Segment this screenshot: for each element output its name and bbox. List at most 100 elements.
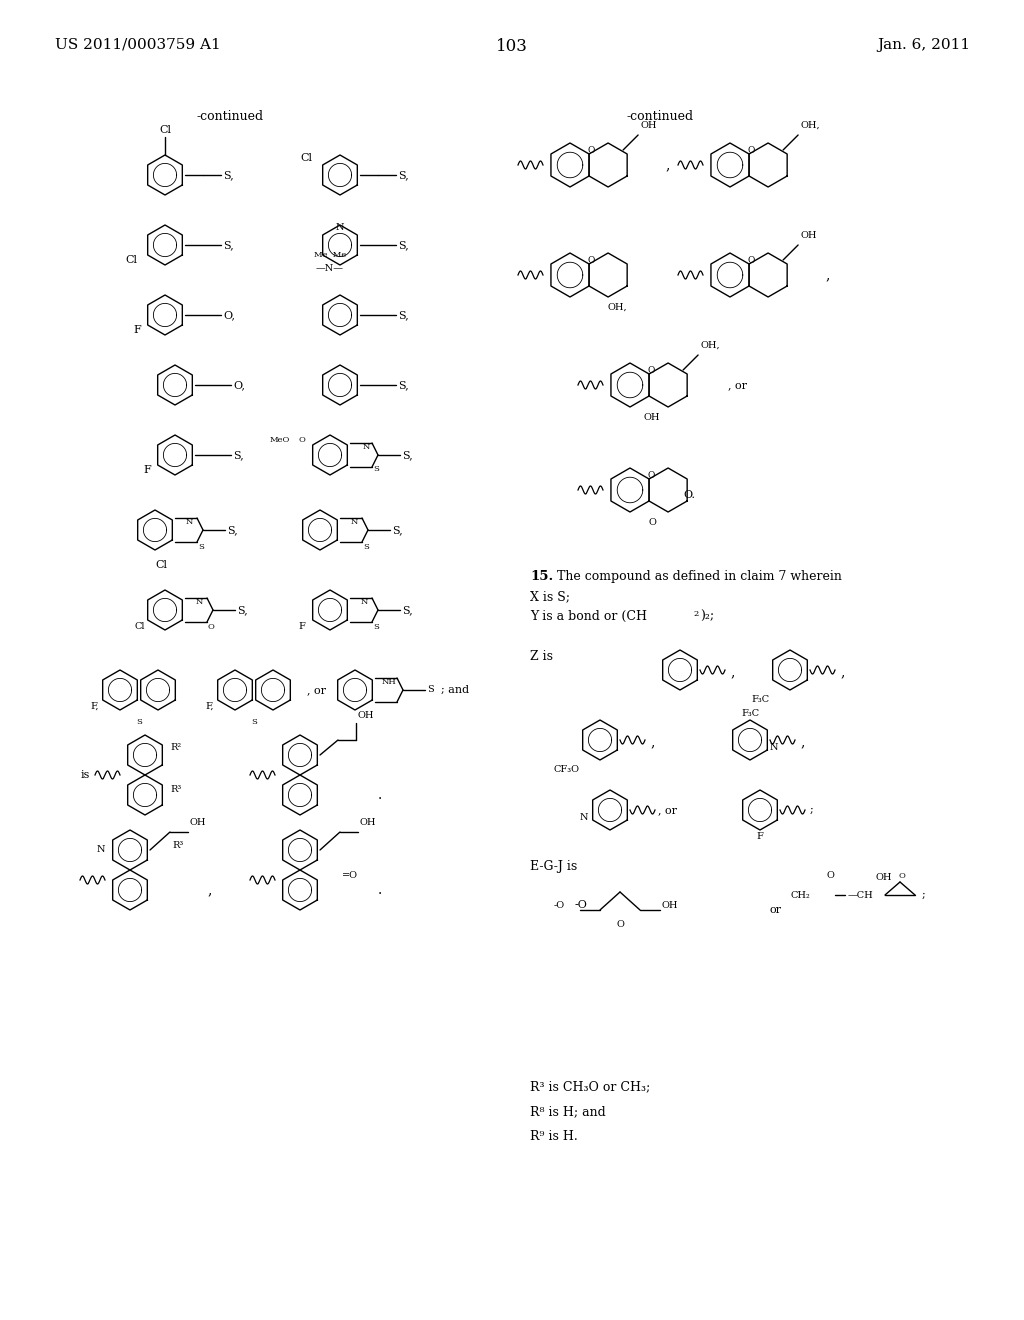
Text: =O: =O bbox=[342, 870, 358, 879]
Text: ,: , bbox=[730, 665, 734, 678]
Text: O: O bbox=[648, 517, 656, 527]
Text: N: N bbox=[96, 846, 105, 854]
Text: N: N bbox=[336, 223, 344, 231]
Text: 15.: 15. bbox=[530, 570, 553, 583]
Text: , or: , or bbox=[728, 380, 748, 389]
Text: Z is: Z is bbox=[530, 649, 553, 663]
Text: or: or bbox=[770, 906, 782, 915]
Text: MeO: MeO bbox=[269, 436, 290, 444]
Text: F,: F, bbox=[206, 702, 214, 711]
Text: ,: , bbox=[826, 268, 830, 282]
Text: -O: -O bbox=[554, 900, 565, 909]
Text: F₃C: F₃C bbox=[741, 709, 759, 718]
Text: Cl: Cl bbox=[300, 153, 312, 162]
Text: Cl: Cl bbox=[125, 255, 137, 265]
Text: S,: S, bbox=[227, 525, 238, 535]
Text: N: N bbox=[770, 743, 778, 752]
Text: S: S bbox=[364, 543, 369, 550]
Text: O: O bbox=[588, 256, 595, 264]
Text: F: F bbox=[299, 622, 305, 631]
Text: 2: 2 bbox=[693, 610, 698, 618]
Text: S: S bbox=[373, 465, 379, 473]
Text: Jan. 6, 2011: Jan. 6, 2011 bbox=[877, 38, 970, 51]
Text: Cl: Cl bbox=[135, 622, 145, 631]
Text: S,: S, bbox=[398, 380, 409, 389]
Text: .: . bbox=[378, 788, 382, 803]
Text: O: O bbox=[647, 366, 654, 375]
Text: E-G-J is: E-G-J is bbox=[530, 861, 578, 873]
Text: O: O bbox=[899, 873, 905, 880]
Text: ;: ; bbox=[810, 805, 814, 814]
Text: R⁸ is H; and: R⁸ is H; and bbox=[530, 1105, 606, 1118]
Text: -O: -O bbox=[575, 900, 588, 909]
Text: O,: O, bbox=[233, 380, 245, 389]
Text: O: O bbox=[748, 256, 755, 264]
Text: R⁹ is H.: R⁹ is H. bbox=[530, 1130, 578, 1143]
Text: ;: ; bbox=[922, 890, 926, 900]
Text: X is S;: X is S; bbox=[530, 590, 570, 603]
Text: CH₂: CH₂ bbox=[791, 891, 810, 899]
Text: Cl: Cl bbox=[159, 125, 171, 135]
Text: OH,: OH, bbox=[607, 304, 627, 312]
Text: —N—: —N— bbox=[316, 264, 344, 273]
Text: OH: OH bbox=[190, 818, 207, 828]
Text: R³: R³ bbox=[172, 842, 183, 850]
Text: OH: OH bbox=[644, 413, 660, 422]
Text: N: N bbox=[360, 598, 368, 606]
Text: .: . bbox=[378, 883, 382, 898]
Text: S,: S, bbox=[233, 450, 244, 459]
Text: F,: F, bbox=[91, 702, 99, 711]
Text: F₃C: F₃C bbox=[752, 696, 770, 704]
Text: OH,: OH, bbox=[800, 121, 820, 129]
Text: -continued: -continued bbox=[627, 110, 693, 123]
Text: S: S bbox=[373, 623, 379, 631]
Text: N: N bbox=[196, 598, 203, 606]
Text: ,: , bbox=[800, 735, 805, 748]
Text: —CH: —CH bbox=[848, 891, 873, 899]
Text: S: S bbox=[136, 718, 142, 726]
Text: R²: R² bbox=[170, 742, 181, 751]
Text: F: F bbox=[133, 325, 141, 335]
Text: ,: , bbox=[666, 158, 671, 172]
Text: S: S bbox=[427, 685, 434, 694]
Text: Me  Me: Me Me bbox=[314, 251, 346, 259]
Text: O.: O. bbox=[683, 490, 695, 500]
Text: OH: OH bbox=[874, 873, 892, 882]
Text: S,: S, bbox=[392, 525, 402, 535]
Text: ; and: ; and bbox=[441, 685, 469, 696]
Text: S,: S, bbox=[398, 170, 409, 180]
Text: 103: 103 bbox=[496, 38, 528, 55]
Text: Cl: Cl bbox=[155, 560, 167, 570]
Text: CF₃O: CF₃O bbox=[554, 766, 580, 774]
Text: OH: OH bbox=[640, 121, 656, 129]
Text: O: O bbox=[298, 436, 305, 444]
Text: OH,: OH, bbox=[700, 341, 720, 350]
Text: S: S bbox=[251, 718, 257, 726]
Text: ,: , bbox=[208, 883, 212, 898]
Text: R³ is CH₃O or CH₃;: R³ is CH₃O or CH₃; bbox=[530, 1080, 650, 1093]
Text: N: N bbox=[185, 517, 193, 525]
Text: )₂;: )₂; bbox=[700, 610, 714, 623]
Text: S,: S, bbox=[402, 450, 413, 459]
Text: S,: S, bbox=[237, 605, 248, 615]
Text: O,: O, bbox=[223, 310, 234, 319]
Text: , or: , or bbox=[658, 805, 677, 814]
Text: ,: , bbox=[840, 665, 845, 678]
Text: O: O bbox=[647, 471, 654, 479]
Text: NH: NH bbox=[382, 678, 396, 686]
Text: F: F bbox=[757, 832, 764, 841]
Text: O: O bbox=[826, 871, 834, 880]
Text: N: N bbox=[350, 517, 357, 525]
Text: O: O bbox=[616, 920, 624, 929]
Text: OH: OH bbox=[800, 231, 816, 240]
Text: F: F bbox=[143, 465, 151, 475]
Text: , or: , or bbox=[307, 685, 326, 696]
Text: O: O bbox=[208, 623, 214, 631]
Text: S,: S, bbox=[223, 170, 233, 180]
Text: The compound as defined in claim 7 wherein: The compound as defined in claim 7 where… bbox=[553, 570, 842, 583]
Text: ,: , bbox=[650, 735, 654, 748]
Text: N: N bbox=[362, 444, 370, 451]
Text: O: O bbox=[748, 145, 755, 154]
Text: R³: R³ bbox=[170, 785, 181, 795]
Text: O: O bbox=[588, 145, 595, 154]
